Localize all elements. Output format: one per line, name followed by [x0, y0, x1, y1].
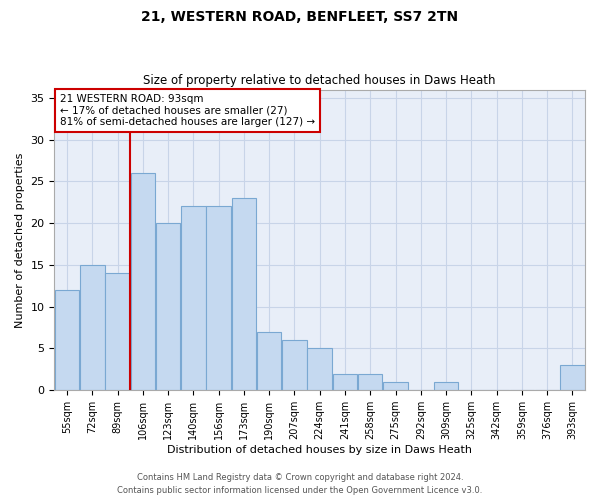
Bar	[383, 382, 408, 390]
Bar	[55, 290, 79, 390]
Text: Contains HM Land Registry data © Crown copyright and database right 2024.
Contai: Contains HM Land Registry data © Crown c…	[118, 474, 482, 495]
Bar	[131, 173, 155, 390]
Bar	[181, 206, 206, 390]
Bar	[358, 374, 382, 390]
Bar	[156, 223, 181, 390]
Text: 21, WESTERN ROAD, BENFLEET, SS7 2TN: 21, WESTERN ROAD, BENFLEET, SS7 2TN	[142, 10, 458, 24]
Text: 21 WESTERN ROAD: 93sqm
← 17% of detached houses are smaller (27)
81% of semi-det: 21 WESTERN ROAD: 93sqm ← 17% of detached…	[60, 94, 315, 128]
Bar	[307, 348, 332, 390]
Bar	[282, 340, 307, 390]
Title: Size of property relative to detached houses in Daws Heath: Size of property relative to detached ho…	[143, 74, 496, 87]
Bar	[434, 382, 458, 390]
Bar	[333, 374, 357, 390]
Bar	[257, 332, 281, 390]
Bar	[206, 206, 231, 390]
Bar	[560, 365, 584, 390]
Bar	[106, 274, 130, 390]
Y-axis label: Number of detached properties: Number of detached properties	[15, 152, 25, 328]
Bar	[80, 265, 104, 390]
Bar	[232, 198, 256, 390]
X-axis label: Distribution of detached houses by size in Daws Heath: Distribution of detached houses by size …	[167, 445, 472, 455]
